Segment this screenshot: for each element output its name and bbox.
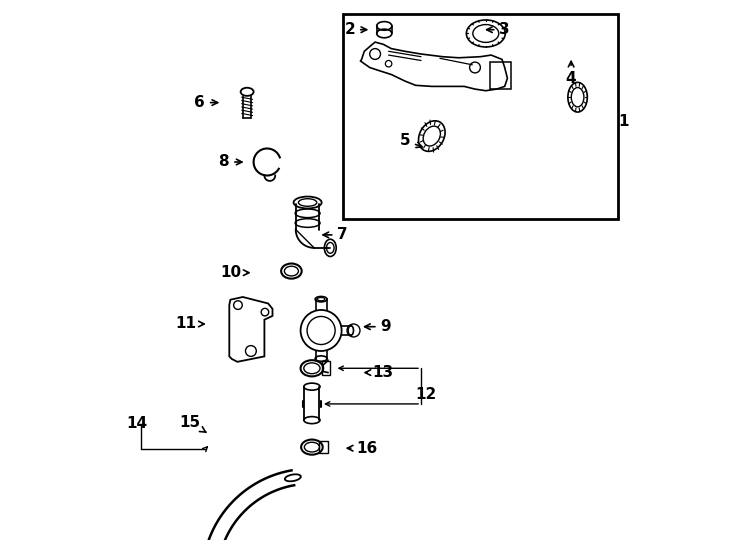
Bar xyxy=(490,62,511,89)
Text: 13: 13 xyxy=(365,365,393,380)
Text: 9: 9 xyxy=(365,319,391,334)
Text: 12: 12 xyxy=(415,387,437,402)
Text: 8: 8 xyxy=(219,154,242,170)
Text: 4: 4 xyxy=(566,62,576,86)
Text: 1: 1 xyxy=(618,114,629,129)
Text: 16: 16 xyxy=(347,441,377,456)
Bar xyxy=(343,14,618,219)
Text: 11: 11 xyxy=(175,316,204,332)
Bar xyxy=(321,361,330,375)
Bar xyxy=(319,441,328,453)
Text: 2: 2 xyxy=(344,22,367,37)
Text: 5: 5 xyxy=(399,133,422,148)
Text: 14: 14 xyxy=(126,416,147,431)
Text: 10: 10 xyxy=(220,265,249,280)
Text: 15: 15 xyxy=(179,415,206,433)
Text: 6: 6 xyxy=(195,95,218,110)
Text: 3: 3 xyxy=(487,22,510,37)
Text: 7: 7 xyxy=(323,227,348,242)
